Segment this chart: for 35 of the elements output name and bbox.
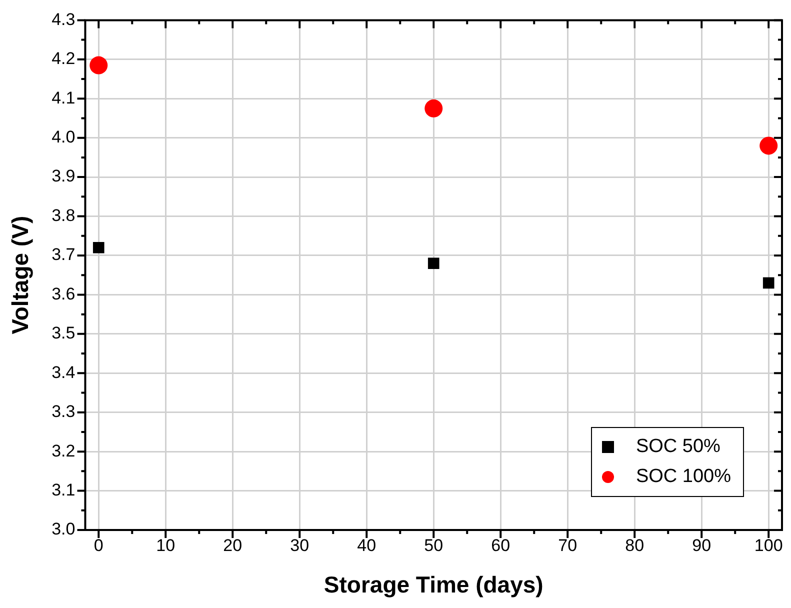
x-tick-label: 90 (692, 536, 712, 555)
point (92, 242, 104, 254)
y-tick-label: 3.4 (52, 362, 76, 382)
x-axis-title: Storage Time (days) (324, 572, 544, 598)
y-tick-label: 4.3 (52, 10, 76, 29)
point (90, 56, 108, 74)
y-tick-label: 3.7 (52, 245, 76, 264)
x-tick-label: 30 (290, 536, 310, 555)
x-tick-label: 10 (156, 536, 176, 555)
x-tick-label: 0 (94, 536, 104, 555)
y-tick-label: 4.2 (52, 49, 76, 68)
x-tick-label: 80 (625, 536, 644, 555)
legend-label: SOC 100% (636, 466, 731, 488)
y-tick-label: 3.8 (52, 206, 76, 225)
y-tick-label: 3.9 (52, 166, 76, 186)
y-tick-label: 3.5 (52, 324, 76, 343)
y-tick-label: 3.1 (52, 480, 76, 500)
y-tick-label: 4.1 (52, 88, 76, 108)
y-axis-title: Voltage (V) (7, 216, 34, 334)
x-tick-label: 70 (558, 536, 578, 555)
point (762, 277, 774, 289)
x-tick-label: 60 (491, 536, 510, 555)
y-tick-label: 3.2 (52, 441, 76, 460)
y-tick-label: 3.6 (52, 284, 76, 304)
x-tick-label: 20 (223, 536, 242, 555)
x-tick-label: 40 (357, 536, 376, 555)
point (424, 99, 443, 118)
y-tick-label: 3.0 (52, 520, 76, 539)
legend-label: SOC 50% (636, 436, 720, 458)
x-tick-label: 100 (754, 536, 783, 555)
x-tick-label: 50 (424, 536, 444, 555)
y-tick-label: 3.3 (52, 402, 76, 422)
y-tick-label: 4.0 (52, 128, 76, 147)
point (428, 258, 440, 269)
point (760, 136, 778, 155)
